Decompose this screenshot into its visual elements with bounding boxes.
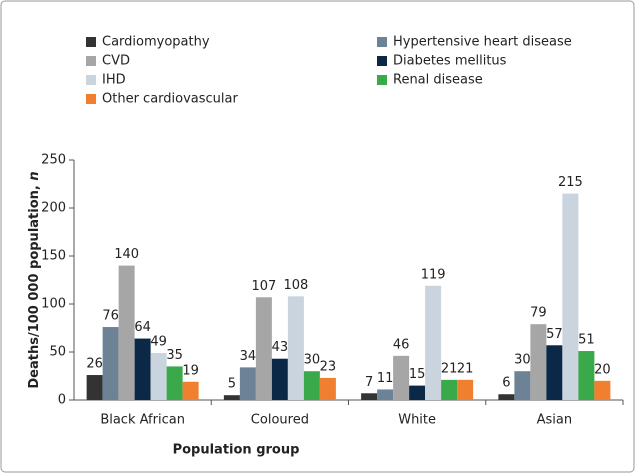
bar xyxy=(255,297,272,400)
legend-label: Hypertensive heart disease xyxy=(393,35,572,50)
bar xyxy=(150,352,167,400)
data-label: 30 xyxy=(514,353,531,368)
bar xyxy=(594,380,611,400)
legend-label: Cardiomyopathy xyxy=(102,35,210,50)
bar xyxy=(182,381,199,400)
legend-label: Renal disease xyxy=(393,73,483,88)
data-label: 108 xyxy=(283,278,308,293)
data-label: 35 xyxy=(166,348,183,363)
x-tick-label: White xyxy=(398,413,436,428)
data-label: 140 xyxy=(114,247,139,262)
bar xyxy=(319,377,336,400)
bar xyxy=(166,366,183,400)
legend-swatch xyxy=(86,56,96,66)
bar xyxy=(223,395,240,400)
legend-swatch xyxy=(377,56,387,66)
data-label: 43 xyxy=(272,340,289,355)
data-label: 215 xyxy=(558,175,583,190)
legend-label: Other cardiovascular xyxy=(102,92,238,107)
y-tick-label: 200 xyxy=(41,201,66,216)
data-label: 6 xyxy=(502,376,510,391)
data-label: 51 xyxy=(578,333,595,348)
bar xyxy=(578,351,595,400)
bar xyxy=(498,394,515,400)
bar xyxy=(361,393,378,400)
data-label: 79 xyxy=(530,306,547,321)
data-label: 20 xyxy=(594,362,611,377)
bar xyxy=(514,371,531,400)
data-label: 34 xyxy=(240,349,257,364)
data-label: 11 xyxy=(377,371,394,386)
data-label: 49 xyxy=(150,334,167,349)
data-label: 5 xyxy=(228,377,236,392)
data-label: 19 xyxy=(182,363,199,378)
data-label: 107 xyxy=(251,279,276,294)
x-tick-label: Coloured xyxy=(251,413,309,428)
bar xyxy=(102,327,119,400)
bar xyxy=(287,296,304,400)
legend-swatch xyxy=(377,75,387,85)
data-label: 119 xyxy=(421,267,446,282)
bar xyxy=(118,265,135,400)
bar xyxy=(409,385,426,400)
bar xyxy=(134,338,151,400)
y-tick-label: 50 xyxy=(49,345,66,360)
x-tick-label: Black African xyxy=(100,413,185,428)
data-label: 23 xyxy=(320,359,337,374)
data-label: 21 xyxy=(441,361,458,376)
bar xyxy=(425,285,442,400)
data-label: 15 xyxy=(409,367,426,382)
y-tick-label: 150 xyxy=(41,249,66,264)
bar xyxy=(239,367,256,400)
data-label: 64 xyxy=(134,320,151,335)
bar xyxy=(86,375,103,400)
bar xyxy=(546,345,563,400)
x-axis-label: Population group xyxy=(173,443,300,458)
y-tick-label: 0 xyxy=(58,393,66,408)
bar xyxy=(393,355,410,400)
x-tick-label: Asian xyxy=(537,413,572,428)
legend-swatch xyxy=(377,37,387,47)
data-label: 21 xyxy=(457,361,474,376)
y-axis-label-main: Deaths/100 000 population, xyxy=(27,181,42,389)
legend-swatch xyxy=(86,37,96,47)
legend-label: Diabetes mellitus xyxy=(393,54,507,69)
y-tick-label: 250 xyxy=(41,153,66,168)
data-label: 57 xyxy=(546,327,563,342)
y-axis-label: Deaths/100 000 population, n xyxy=(27,171,42,388)
legend-swatch xyxy=(86,94,96,104)
data-label: 26 xyxy=(86,357,103,372)
bar xyxy=(530,324,547,400)
data-label: 46 xyxy=(393,337,410,352)
legend-label: IHD xyxy=(102,73,126,88)
bar xyxy=(457,379,474,400)
data-label: 7 xyxy=(365,375,373,390)
data-label: 76 xyxy=(102,309,119,324)
bar xyxy=(271,358,288,400)
legend-swatch xyxy=(86,75,96,85)
data-label: 30 xyxy=(304,353,321,368)
bar xyxy=(303,371,320,400)
bar xyxy=(377,389,394,400)
legend-label: CVD xyxy=(102,54,130,69)
bar xyxy=(562,193,579,400)
bar xyxy=(441,379,458,400)
y-tick-label: 100 xyxy=(41,297,66,312)
y-axis-label-italic: n xyxy=(27,171,42,180)
